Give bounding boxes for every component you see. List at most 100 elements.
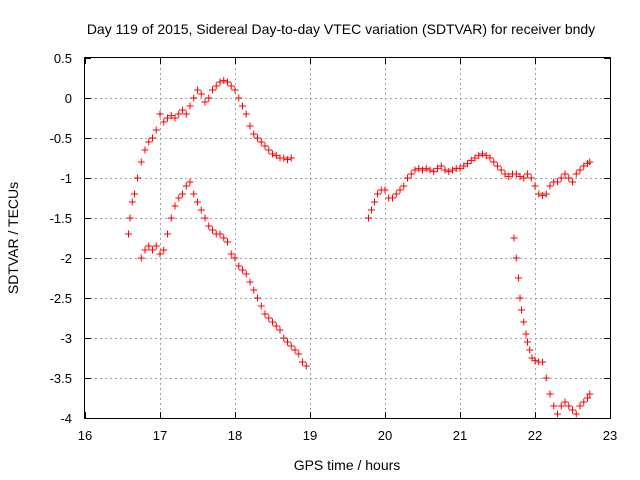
data-point: [479, 150, 486, 158]
data-point: [302, 362, 310, 370]
data-point: [381, 186, 389, 194]
data-point: [201, 214, 209, 222]
data-point: [209, 86, 216, 94]
data-point: [576, 166, 584, 174]
data-point: [227, 250, 235, 258]
data-point: [250, 130, 258, 138]
data-point: [494, 162, 501, 170]
data-point: [512, 254, 520, 262]
data-point: [580, 398, 588, 406]
data-point: [209, 226, 216, 234]
series-arc-upper: [125, 76, 295, 238]
y-tick-label: -3: [60, 331, 72, 346]
data-point: [197, 206, 205, 214]
data-point: [546, 390, 554, 398]
data-point: [400, 182, 408, 190]
data-point: [152, 242, 160, 250]
data-point: [456, 164, 464, 172]
data-point: [542, 190, 550, 198]
data-point: [235, 94, 243, 102]
data-point: [194, 86, 201, 94]
data-point: [569, 406, 576, 414]
data-point: [516, 172, 524, 180]
data-point: [186, 178, 194, 186]
data-point: [522, 330, 530, 338]
data-point: [526, 346, 534, 354]
data-point: [164, 114, 171, 122]
ticks-layer: [85, 58, 611, 419]
data-point: [175, 110, 183, 118]
data-point: [212, 82, 220, 90]
data-point: [272, 322, 280, 330]
data-point: [539, 192, 546, 200]
data-point: [505, 172, 513, 180]
series-arc-right-upper: [365, 150, 594, 222]
data-point: [205, 94, 213, 102]
data-point: [392, 190, 400, 198]
data-point: [295, 350, 303, 358]
data-point: [205, 222, 213, 230]
data-point: [580, 162, 588, 170]
series-arc-lower: [137, 178, 310, 370]
data-point: [572, 170, 580, 178]
data-point: [546, 182, 554, 190]
data-point: [437, 162, 445, 170]
data-point: [125, 230, 132, 238]
data-point: [561, 398, 569, 406]
y-tick-label: -0.5: [50, 131, 72, 146]
grid-layer: [85, 58, 610, 418]
data-point: [197, 90, 205, 98]
data-point: [239, 102, 246, 110]
data-point: [365, 214, 372, 222]
data-point: [531, 356, 539, 364]
data-point: [220, 76, 228, 84]
data-point: [280, 154, 288, 162]
x-tick-label: 18: [228, 428, 242, 443]
data-point: [422, 164, 430, 172]
data-point: [482, 152, 490, 160]
data-point: [269, 318, 276, 326]
data-point: [284, 156, 291, 164]
data-point: [265, 314, 273, 322]
data-point: [464, 160, 471, 168]
data-point: [149, 246, 156, 254]
y-tick-label: -1.5: [50, 211, 72, 226]
data-point: [224, 238, 231, 246]
data-point: [411, 166, 419, 174]
data-point: [179, 190, 186, 198]
data-point: [257, 302, 265, 310]
data-point: [535, 190, 543, 198]
data-point: [216, 230, 224, 238]
data-point: [254, 134, 261, 142]
data-point: [569, 178, 576, 186]
data-point: [471, 154, 479, 162]
x-tick-label: 21: [453, 428, 467, 443]
plot-frame: [84, 57, 611, 419]
data-point: [550, 402, 558, 410]
x-tick-label: 17: [153, 428, 167, 443]
data-point: [220, 234, 228, 242]
data-point: [167, 112, 175, 120]
data-point: [216, 78, 224, 86]
data-point: [512, 170, 520, 178]
data-point: [246, 278, 254, 286]
x-tick-label: 22: [528, 428, 542, 443]
data-point: [445, 168, 453, 176]
data-point: [475, 152, 483, 160]
data-point: [190, 190, 198, 198]
data-point: [565, 402, 573, 410]
x-tick-label: 19: [303, 428, 317, 443]
y-tick-label: -2.5: [50, 291, 72, 306]
data-point: [531, 182, 539, 190]
data-point: [242, 110, 250, 118]
data-point: [145, 242, 153, 250]
data-point: [156, 250, 164, 258]
data-point: [250, 286, 258, 294]
data-point: [276, 326, 284, 334]
chart-title: Day 119 of 2015, Sidereal Day-to-day VTE…: [87, 21, 595, 37]
data-point: [542, 374, 550, 382]
data-point: [287, 154, 295, 162]
data-point: [419, 166, 426, 174]
data-point: [415, 164, 423, 172]
